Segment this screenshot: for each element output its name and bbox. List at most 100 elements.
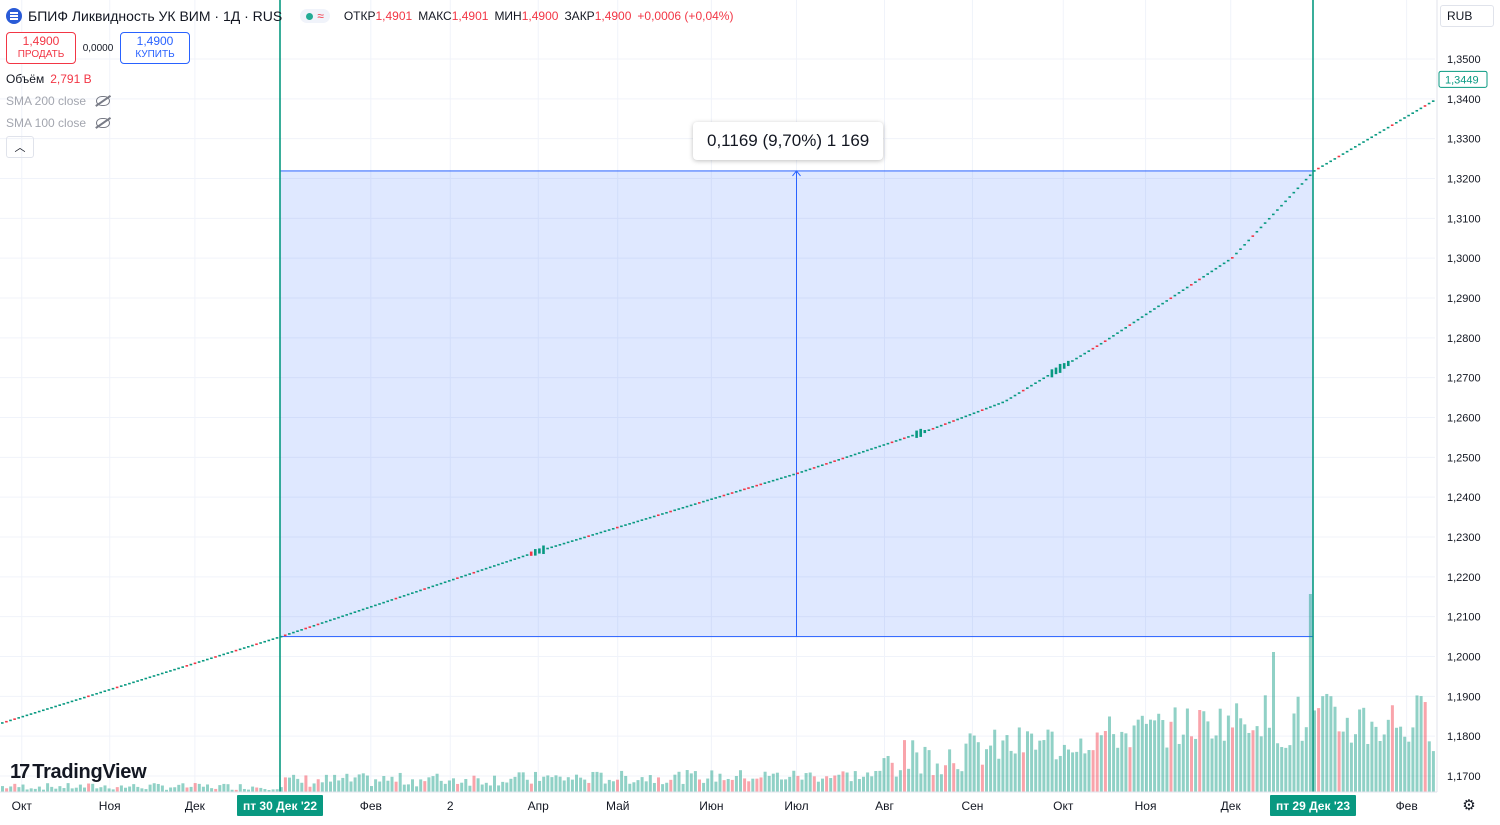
volume-bar [62,788,66,792]
volume-bar [247,789,250,792]
candle [324,620,328,623]
candle [1263,222,1267,224]
currency-button[interactable]: RUB [1440,5,1494,27]
volume-bar [702,782,706,792]
market-status-badge[interactable]: ≈ [300,9,330,23]
measure-label: 0,1169 (9,70%) 1 169 [693,122,884,160]
candle [644,518,648,520]
volume-bar [710,770,714,792]
hidden-eye-icon[interactable] [96,96,111,106]
candle [1317,167,1320,170]
symbol-logo-icon[interactable] [6,8,22,24]
candle [185,665,189,667]
volume-bar [5,788,9,792]
volume-bar [1222,740,1226,792]
candle [1116,332,1119,334]
candle [66,701,70,704]
gear-icon[interactable]: ⚙ [1462,797,1476,814]
volume-bar [324,774,328,792]
volume-bar [288,777,291,792]
candle [886,442,890,445]
candle [1251,235,1255,237]
candle [1083,352,1086,355]
candle [1419,107,1423,110]
volume-bar [177,784,181,792]
volume-legend[interactable]: Объём 2,791 B [6,72,739,86]
ohlc-open-key: ОТКР [343,9,376,23]
indicator-sma-200[interactable]: SMA 200 close [6,94,739,108]
candle [677,508,681,510]
volume-label: Объём [6,72,45,86]
volume-bar [501,781,505,792]
hidden-eye-icon[interactable] [96,118,111,128]
volume-bar [1226,715,1230,792]
volume-bar [419,779,423,792]
candle [378,603,381,605]
volume-bar [1038,740,1042,792]
volume-bar [562,780,566,792]
indicator-sma-100[interactable]: SMA 100 close [6,116,739,130]
volume-bar [488,785,492,792]
volume-bar [1415,695,1419,792]
candle [718,495,722,498]
candle [558,544,562,546]
candle [160,672,164,675]
candle [1185,286,1189,289]
candle [1292,191,1296,194]
candle [616,526,619,529]
candle [1124,326,1127,329]
volume-bar [870,776,874,792]
collapse-legend-button[interactable]: ︿ [6,136,34,158]
candle [62,703,66,705]
candle [833,460,836,462]
volume-bar [382,776,386,792]
volume-bar [1001,740,1005,792]
candle [1280,204,1283,207]
candle [255,643,258,646]
candle [710,498,713,500]
candle [1386,126,1390,129]
candle [759,483,763,486]
candle [1149,310,1152,313]
volume-bar [464,779,468,792]
volume-bar [1161,720,1165,792]
candle [1075,357,1078,360]
volume-bar [1341,731,1345,792]
volume-bar [439,780,443,792]
candle [406,593,410,596]
volume-bar [849,781,853,792]
volume-bar [1177,743,1181,792]
volume-bar [939,774,943,792]
volume-bar [862,776,865,792]
volume-bar [181,783,185,792]
volume-bar [689,773,693,792]
candle [218,654,221,657]
last-price-label: 1,3449 [1445,74,1479,86]
volume-bar [542,776,546,792]
volume-bar [480,784,484,792]
volume-bar [1354,734,1357,792]
symbol-title[interactable]: БПИФ Ликвидность УК ВИМ · 1Д · RUS [28,8,283,24]
price-tick-label: 1,2400 [1447,492,1481,504]
candle [1091,347,1095,350]
candle [1144,313,1148,316]
volume-bar [456,783,460,792]
candle [468,573,471,575]
buy-button[interactable]: 1,4900 КУПИТЬ [120,32,190,64]
candle [898,438,902,441]
candle [554,545,558,547]
candle [862,450,865,453]
volume-bar [513,776,517,792]
volume-bar [632,782,636,792]
volume-bar [447,780,451,792]
volume-bar [226,784,230,792]
tradingview-logo[interactable]: 17 TradingView [10,761,147,784]
candle [263,640,266,643]
candle [1009,397,1013,399]
volume-bar [845,772,849,792]
sell-button[interactable]: 1,4900 ПРОДАТЬ [6,32,76,64]
volume-bar [587,782,591,792]
volume-bar [1267,727,1271,792]
